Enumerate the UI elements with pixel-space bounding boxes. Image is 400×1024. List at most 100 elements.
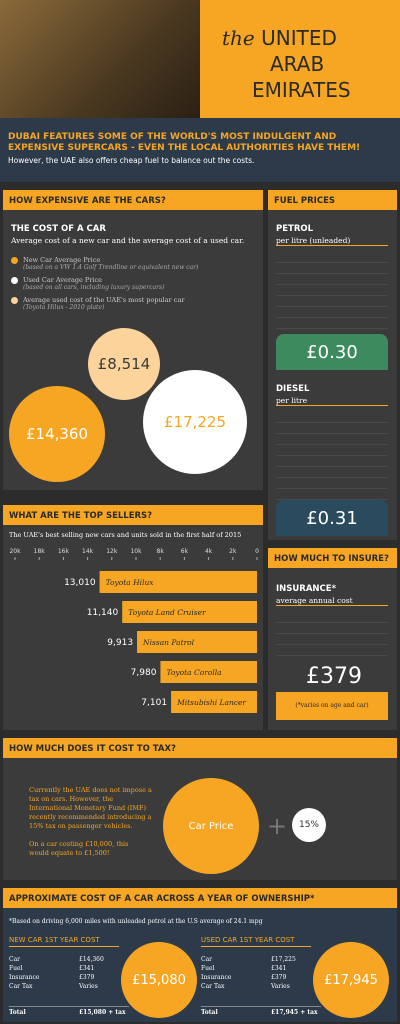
insure-sub: average annual cost bbox=[276, 596, 388, 606]
cost-cell: Varies bbox=[271, 983, 290, 990]
cost-cell: £341 bbox=[79, 965, 95, 972]
title-line: EMIRATES bbox=[252, 78, 351, 102]
bar-label: Nissan Patrol bbox=[142, 638, 195, 647]
value-label: 11,140 bbox=[87, 608, 119, 618]
insure-lines bbox=[276, 612, 388, 662]
bar bbox=[122, 601, 258, 623]
bar-label: Toyota Corolla bbox=[166, 668, 221, 677]
bar bbox=[171, 691, 257, 713]
subheading: The UAE's best selling new cars and unit… bbox=[9, 531, 242, 539]
desc: Average cost of a new car and the averag… bbox=[11, 236, 245, 245]
bar-chart: 20k 18k 16k 14k 12k 10k 8k 6k 4k 2k 0 Toyota Hilux 1… bbox=[9, 548, 259, 713]
cost-cell: Varies bbox=[79, 983, 98, 990]
intro-sub: However, the UAE also offers cheap fuel … bbox=[8, 156, 255, 165]
total-cell: Total bbox=[201, 1006, 271, 1016]
insure-panel: HOW MUCH TO INSURE? INSURANCE* average a… bbox=[268, 548, 397, 730]
cost-cell: £14,360 bbox=[79, 956, 104, 963]
insure-note: (*varies on age and car) bbox=[276, 692, 388, 720]
diesel-sub: per litre bbox=[276, 396, 388, 406]
bar-label: Toyota Land Cruiser bbox=[128, 608, 206, 617]
own-note: *Based on driving 6,000 miles with unlea… bbox=[9, 918, 263, 925]
bubble: £17,225 bbox=[143, 370, 247, 474]
title-the: the bbox=[222, 26, 255, 50]
bar bbox=[99, 571, 257, 593]
pct-circle: 15% bbox=[292, 808, 326, 842]
total-cell: £15,080 + tax bbox=[79, 1006, 129, 1016]
total-cell: £17,945 + tax bbox=[271, 1006, 321, 1016]
bar bbox=[137, 631, 257, 653]
legend-dot bbox=[11, 277, 18, 284]
fuel-lines bbox=[276, 412, 388, 500]
cost-cell: Car bbox=[9, 956, 21, 963]
car-price-circle: Car Price bbox=[163, 778, 259, 874]
cost-cell: Insurance bbox=[9, 974, 40, 981]
bubble: £14,360 bbox=[9, 386, 105, 482]
value-label: 7,101 bbox=[141, 698, 167, 708]
x-tick-label: 2k bbox=[229, 548, 237, 555]
x-tick-label: 14k bbox=[82, 548, 94, 555]
x-tick-label: 0 bbox=[255, 548, 259, 555]
cost-cell: £17,225 bbox=[271, 956, 296, 963]
legend-dot bbox=[11, 297, 18, 304]
value-label: 9,913 bbox=[107, 638, 133, 648]
own-panel: APPROXIMATE COST OF A CAR ACROSS A YEAR … bbox=[3, 888, 397, 1022]
cost-cell: £341 bbox=[271, 965, 287, 972]
heading: FUEL PRICES bbox=[268, 190, 397, 210]
heading: HOW MUCH DOES IT COST TO TAX? bbox=[3, 738, 397, 758]
intro-headline: DUBAI FEATURES SOME OF THE WORLD'S MOST … bbox=[8, 132, 361, 153]
cost-cell: Car Tax bbox=[201, 983, 225, 990]
petrol: PETROL bbox=[276, 224, 314, 234]
x-tick-label: 10k bbox=[130, 548, 142, 555]
legend-note: (Toyota Hilux - 2010 plate) bbox=[23, 304, 105, 311]
legend-label: New Car Average Price bbox=[23, 256, 101, 264]
cost-cell: Fuel bbox=[201, 965, 215, 972]
block-title: NEW CAR 1ST YEAR COST bbox=[9, 936, 119, 947]
insure-price: £379 bbox=[306, 664, 362, 689]
legend-label: Average used cost of the UAE's most popu… bbox=[23, 296, 185, 304]
value-label: 7,980 bbox=[131, 668, 157, 678]
fuel-panel: FUEL PRICES PETROL per litre (unleaded) … bbox=[268, 190, 397, 540]
title-line: ARAB bbox=[270, 52, 325, 76]
subheading: THE COST OF A CAR bbox=[11, 224, 106, 234]
heading: WHAT ARE THE TOP SELLERS? bbox=[3, 505, 263, 525]
tax-text: On a car costing £10,000, this would equ… bbox=[29, 840, 129, 857]
legend-label: Used Car Average Price bbox=[23, 276, 102, 284]
cost-bubble: £17,945 bbox=[313, 942, 389, 1018]
title-box: the UNITED ARAB EMIRATES bbox=[200, 0, 400, 118]
legend-dot bbox=[11, 257, 18, 264]
x-tick-label: 8k bbox=[157, 548, 165, 555]
heading: HOW EXPENSIVE ARE THE CARS? bbox=[3, 190, 263, 210]
block-title: USED CAR 1ST YEAR COST bbox=[201, 936, 311, 947]
cost-cell: Fuel bbox=[9, 965, 23, 972]
own-block: NEW CAR 1ST YEAR COST Car £14,360 Fuel £341 I… bbox=[9, 936, 199, 1020]
cost-cell: Car Tax bbox=[9, 983, 33, 990]
bar-label: Toyota Hilux bbox=[106, 578, 155, 587]
cost-cell: Insurance bbox=[201, 974, 232, 981]
bubble: £8,514 bbox=[88, 328, 160, 400]
fuel-lines bbox=[276, 252, 388, 334]
sellers-panel: WHAT ARE THE TOP SELLERS? The UAE's best… bbox=[3, 505, 263, 730]
bar-label: Mitsubishi Lancer bbox=[176, 698, 246, 707]
tax-text: Currently the UAE does not impose a tax … bbox=[29, 786, 152, 830]
value-label: 13,010 bbox=[64, 578, 96, 588]
cost-cell: £379 bbox=[271, 974, 287, 981]
expensive-panel: HOW EXPENSIVE ARE THE CARS? THE COST OF … bbox=[3, 190, 263, 490]
intro: DUBAI FEATURES SOME OF THE WORLD'S MOST … bbox=[0, 118, 400, 182]
own-block: USED CAR 1ST YEAR COST Car £17,225 Fuel £341… bbox=[201, 936, 391, 1020]
cost-bubble: £15,080 bbox=[121, 942, 197, 1018]
x-tick-label: 4k bbox=[205, 548, 213, 555]
cost-cell: Car bbox=[201, 956, 213, 963]
insure-label: INSURANCE* bbox=[276, 584, 337, 594]
legend-note: (based on all cars, including luxury sup… bbox=[23, 284, 165, 291]
petrol-sub: per litre (unleaded) bbox=[276, 236, 388, 246]
x-tick-label: 16k bbox=[58, 548, 70, 555]
title-line: UNITED bbox=[261, 26, 337, 50]
heading: HOW MUCH TO INSURE? bbox=[268, 548, 397, 568]
diesel-price: £0.31 bbox=[276, 500, 388, 536]
x-tick-label: 20k bbox=[9, 548, 21, 555]
photo bbox=[0, 0, 200, 118]
bar bbox=[160, 661, 257, 683]
x-tick-label: 12k bbox=[106, 548, 118, 555]
petrol-price: £0.30 bbox=[276, 334, 388, 370]
